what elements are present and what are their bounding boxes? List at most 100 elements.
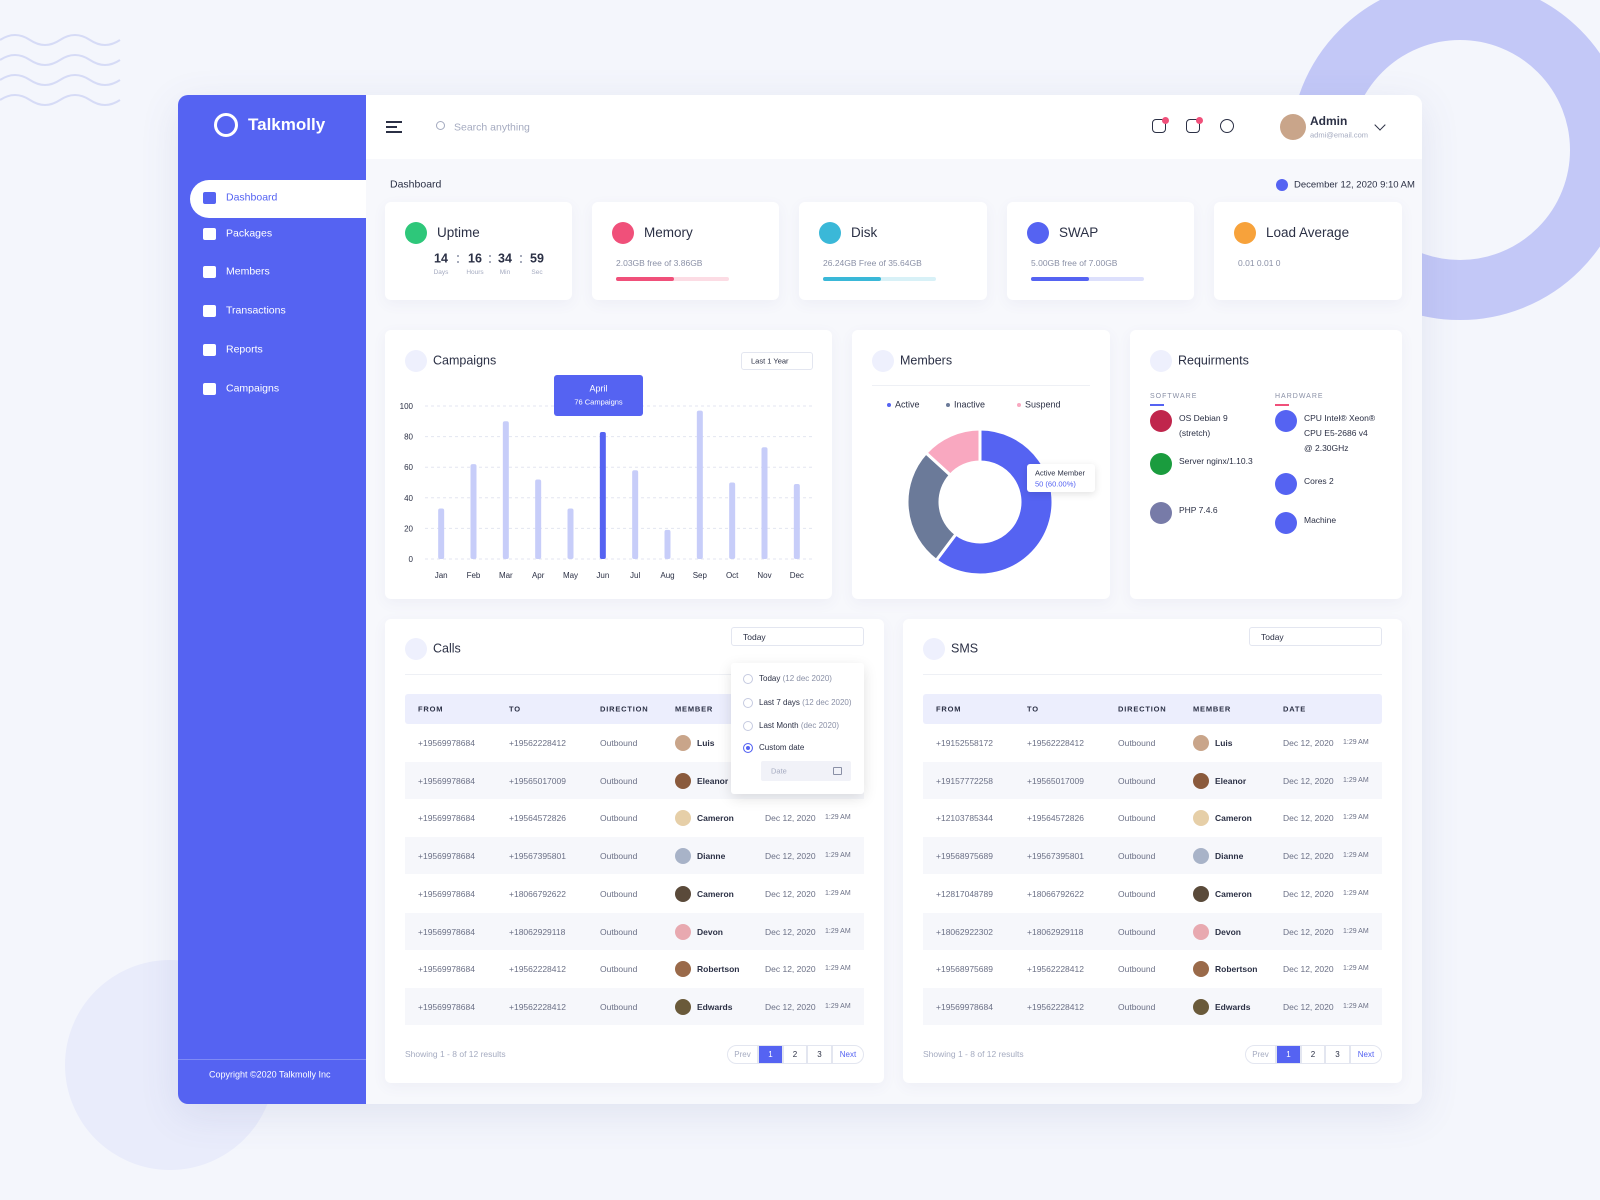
page-button[interactable]: Prev [727, 1045, 758, 1064]
progress-bar [823, 277, 881, 281]
nav-item[interactable]: Dashboard [226, 191, 278, 204]
cell-direction: Outbound [600, 964, 638, 975]
cell-from: +19569978684 [418, 888, 475, 899]
dropdown-option[interactable]: Custom date [759, 743, 804, 753]
legend-label: Active [895, 399, 920, 410]
radio[interactable] [743, 721, 753, 731]
requirement-icon [1275, 410, 1297, 432]
avatar [1280, 114, 1306, 140]
nav-item[interactable]: Members [226, 265, 270, 278]
page-button[interactable]: 3 [1325, 1045, 1350, 1064]
uptime-value: 59 [530, 251, 544, 266]
header-icon[interactable] [1186, 119, 1200, 133]
page-button[interactable]: 1 [1276, 1045, 1301, 1064]
page-button[interactable]: 2 [1301, 1045, 1325, 1064]
cell-to: +19562228412 [509, 1001, 566, 1012]
filter-select[interactable] [741, 352, 813, 370]
cell-from: +19568975689 [936, 964, 993, 975]
option-label: Today [759, 674, 781, 684]
page-button[interactable]: Prev [1245, 1045, 1276, 1064]
cell-date: Dec 12, 2020 [1283, 888, 1334, 899]
dropdown-option[interactable]: Last 7 days (12 dec 2020) [759, 698, 852, 708]
menu-icon[interactable] [386, 121, 402, 123]
requirement-text: Machine [1304, 515, 1337, 525]
cell-direction: Outbound [600, 926, 638, 937]
calls-card: CallsTodayFROMTODIRECTIONMEMBERDATE+1956… [385, 619, 884, 1083]
page-button[interactable]: 2 [783, 1045, 807, 1064]
cell-member: Cameron [1215, 888, 1252, 899]
table-footer: Showing 1 - 8 of 12 results [405, 1048, 506, 1059]
row-stripe [405, 987, 864, 1025]
card-icon [872, 350, 894, 372]
radio[interactable] [743, 743, 753, 753]
menu-icon[interactable] [386, 131, 402, 133]
separator [457, 261, 459, 263]
dropdown-option[interactable]: Last Month (dec 2020) [759, 721, 839, 731]
cell-from: +19569978684 [418, 964, 475, 975]
cell-from: +19569978684 [418, 926, 475, 937]
nav-item[interactable]: Transactions [226, 304, 286, 317]
cell-to: +19564572826 [1027, 813, 1084, 824]
cell-time: 1:29 AM [1343, 1002, 1369, 1010]
swap-card: SWAP 5.00GB free of 7.00GB [1007, 202, 1194, 300]
menu-icon[interactable] [386, 126, 397, 128]
nav-item[interactable]: Campaigns [226, 382, 280, 395]
page-button[interactable]: 3 [807, 1045, 832, 1064]
user-menu-chevron[interactable] [1374, 119, 1386, 131]
graphic [905, 427, 1055, 577]
cell-date: Dec 12, 2020 [765, 1001, 816, 1012]
page-label: Next [1357, 1050, 1375, 1060]
filter-select[interactable] [1249, 627, 1382, 646]
dropdown-option[interactable]: Today (12 dec 2020) [759, 674, 832, 684]
cell-to: +19562228412 [1027, 964, 1084, 975]
memory-card: Memory 2.03GB free of 3.86GB [592, 202, 779, 300]
requirement-text: OS Debian 9 (stretch) [1179, 413, 1228, 438]
cell-from: +12817048789 [936, 888, 993, 899]
date-input[interactable]: Date [761, 761, 851, 781]
nav-item[interactable]: Reports [226, 343, 263, 356]
card-title: Requirments [1178, 353, 1249, 368]
option-label: Custom date [759, 743, 805, 753]
bar [567, 508, 574, 559]
page-button[interactable]: Next [832, 1045, 864, 1064]
page-label: 1 [768, 1050, 773, 1060]
cell-from: +12103785344 [936, 813, 993, 824]
cell-to: +19565017009 [509, 775, 566, 786]
cell-to: +19565017009 [1027, 775, 1084, 786]
cell-from: +19569978684 [418, 775, 475, 786]
radio[interactable] [743, 698, 753, 708]
filter-select[interactable] [731, 627, 864, 646]
sidebar: Talkmolly Dashboard Packages Members Transac… [178, 95, 366, 1104]
cell-direction: Outbound [600, 1001, 638, 1012]
search-input[interactable]: Search anything [454, 121, 530, 134]
cell-member: Devon [1215, 926, 1241, 937]
tooltip-text: 50 (60.00%) [1035, 479, 1076, 489]
progress-bar [616, 277, 674, 281]
cell-direction: Outbound [1118, 851, 1156, 861]
cell-direction: Outbound [600, 775, 638, 786]
bar [535, 479, 542, 559]
cell-date: Dec 12, 2020 [1283, 775, 1334, 786]
card-icon [405, 638, 427, 660]
page-button[interactable]: Next [1350, 1045, 1382, 1064]
cell-to: +19564572826 [509, 813, 566, 824]
header-icon[interactable] [1220, 119, 1234, 133]
section-underline [1275, 404, 1289, 406]
cell-date: Dec 12, 2020 [1283, 737, 1334, 748]
avatar [675, 810, 691, 827]
stat-text: 2.03GB free of 3.86GB [616, 257, 703, 268]
cell-direction: Outbound [1118, 964, 1156, 975]
page-label: Prev [1252, 1050, 1269, 1060]
page-button[interactable]: 1 [758, 1045, 783, 1064]
nav-item[interactable]: Packages [226, 227, 273, 240]
row-stripe [923, 761, 1382, 799]
radio[interactable] [743, 674, 753, 684]
chart-tooltip: April 76 Campaigns [554, 375, 643, 416]
bar [438, 508, 445, 559]
header-icon[interactable] [1152, 119, 1166, 133]
cell-direction: Outbound [1118, 926, 1156, 937]
cell-member: Luis [1215, 737, 1233, 748]
clock-icon [1276, 179, 1288, 191]
requirement-icon [1275, 473, 1297, 495]
page-label: 3 [817, 1050, 822, 1060]
